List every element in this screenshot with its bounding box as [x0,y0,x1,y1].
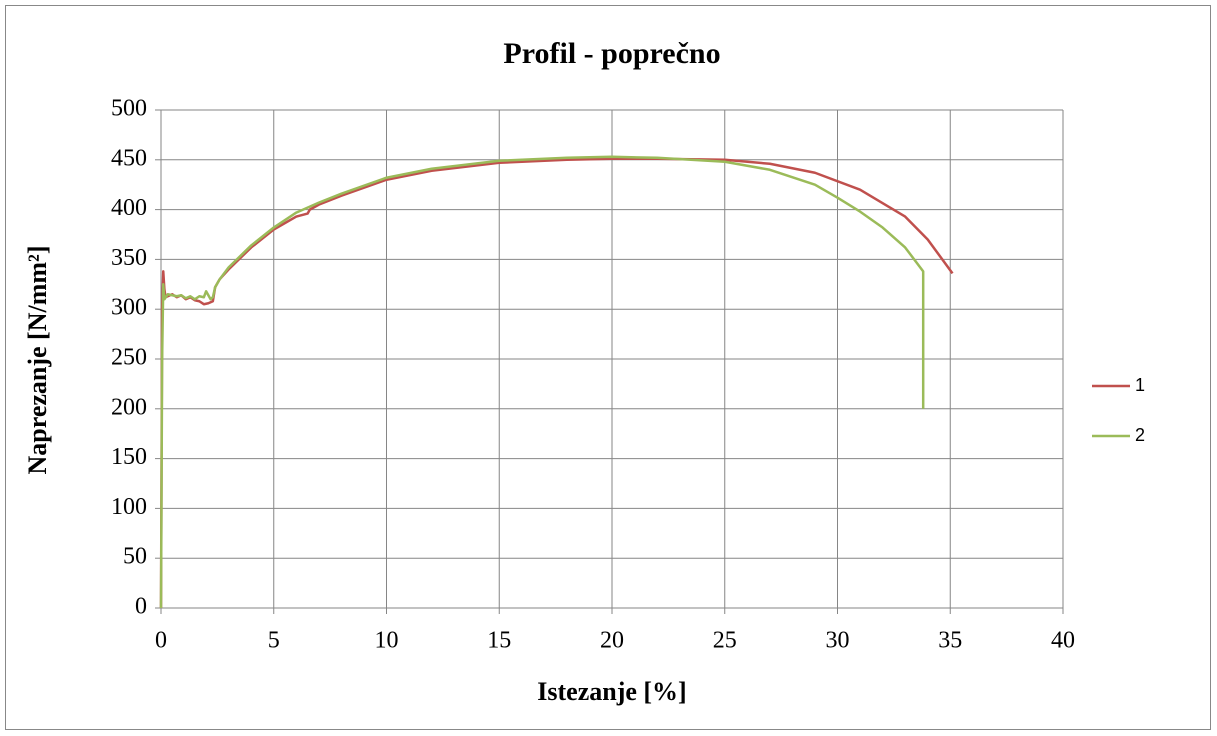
y-tick-label: 350 [111,245,147,271]
x-tick-label: 40 [1051,628,1075,654]
y-axis-label: Naprezanje [N/mm²] [23,246,52,475]
x-tick-label: 10 [375,628,399,654]
x-tick-label: 0 [155,628,167,654]
y-tick-label: 300 [111,295,147,321]
y-tick-label: 400 [111,195,147,221]
x-tick-label: 35 [938,628,962,654]
x-tick-label: 30 [826,628,850,654]
y-tick-label: 100 [111,494,147,520]
y-tick-label: 50 [123,544,147,570]
chart-border [5,5,1211,730]
x-tick-label: 25 [713,628,737,654]
y-tick-label: 250 [111,345,147,371]
y-tick-label: 450 [111,145,147,171]
series-line [159,155,925,609]
x-tick-label: 20 [600,628,624,654]
x-axis-label: Istezanje [%] [537,677,686,706]
x-tick-label: 15 [487,628,511,654]
y-tick-label: 150 [111,444,147,470]
x-tick-label: 5 [268,628,280,654]
legend-label: 2 [1135,425,1145,445]
chart-title: Profil - poprečno [503,37,720,70]
y-tick-label: 500 [111,96,147,122]
y-tick-label: 0 [135,594,147,620]
y-tick-label: 200 [111,394,147,420]
legend-label: 1 [1135,375,1145,395]
